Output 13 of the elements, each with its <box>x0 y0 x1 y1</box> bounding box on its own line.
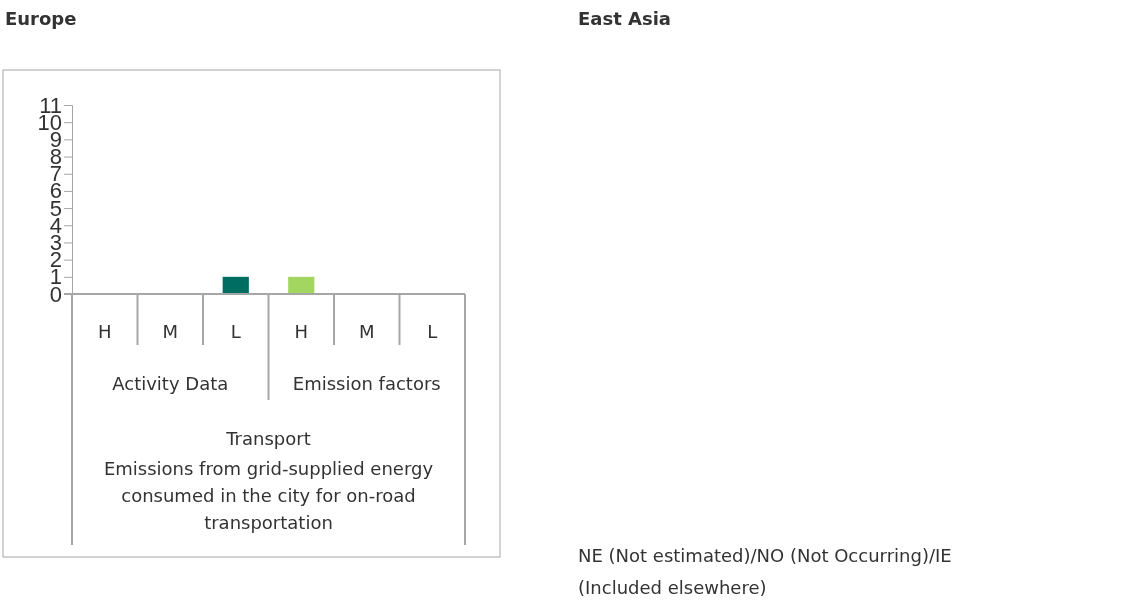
x-tick-label: H <box>294 321 309 342</box>
x-tick-label: L <box>230 321 241 342</box>
x-tick-label: H <box>97 321 112 342</box>
x-tick-label: M <box>162 321 179 342</box>
x-tick-label: L <box>427 321 438 342</box>
text: Activity Data <box>112 373 229 394</box>
text: Transport <box>225 428 311 449</box>
chart-title: Europe <box>5 8 77 29</box>
x-tick-label: M <box>358 321 375 342</box>
text: Emissions from grid-supplied energy consumed in the city for on-road transportation <box>103 458 434 533</box>
text: NE (Not estimated)/NO (Not Occurring)/IE (Included elsewhere) <box>578 545 952 598</box>
text: East Asia <box>578 8 671 29</box>
text: Emission factors <box>292 373 441 394</box>
